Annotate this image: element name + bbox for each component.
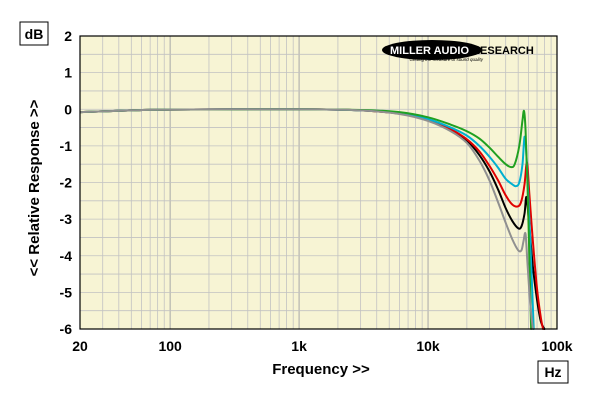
x-tick-label: 1k [291,338,307,354]
x-tick-label: 100k [541,338,572,354]
y-tick-label: 2 [64,28,72,44]
y-tick-label: 1 [64,65,72,81]
y-unit-box: dB [19,21,49,46]
x-axis-label: Frequency >> [272,361,370,378]
series-group [80,108,546,330]
plot-frame [79,35,558,330]
x-unit-box: Hz [537,360,569,384]
y-unit: dB [25,26,44,42]
y-axis-label: << Relative Response >> [26,99,43,276]
y-tick-label: -3 [60,211,73,227]
logo: MILLER AUDIO RESEARCH Getting the measur… [382,40,534,62]
x-tick-labels: 20 100 1k 10k 100k [72,338,573,354]
series-line-5 [80,108,534,330]
y-tick-label: -1 [60,138,73,154]
x-tick-label: 10k [416,338,440,354]
y-tick-labels: 2 1 0 -1 -2 -3 -4 -5 -6 [60,28,73,337]
logo-tagline: Getting the measure of sound quality [409,57,483,62]
y-tick-label: -2 [60,175,73,191]
y-tick-label: -5 [60,284,73,300]
x-unit: Hz [544,364,561,380]
x-tick-label: 20 [72,338,88,354]
y-tick-label: -4 [60,248,73,264]
y-tick-label: 0 [64,101,72,117]
x-tick-label: 100 [158,338,182,354]
y-tick-label: -6 [60,321,73,337]
logo-ellipse [382,40,482,60]
grid [80,36,557,329]
logo-text: MILLER AUDIO RESEARCH [390,45,534,57]
